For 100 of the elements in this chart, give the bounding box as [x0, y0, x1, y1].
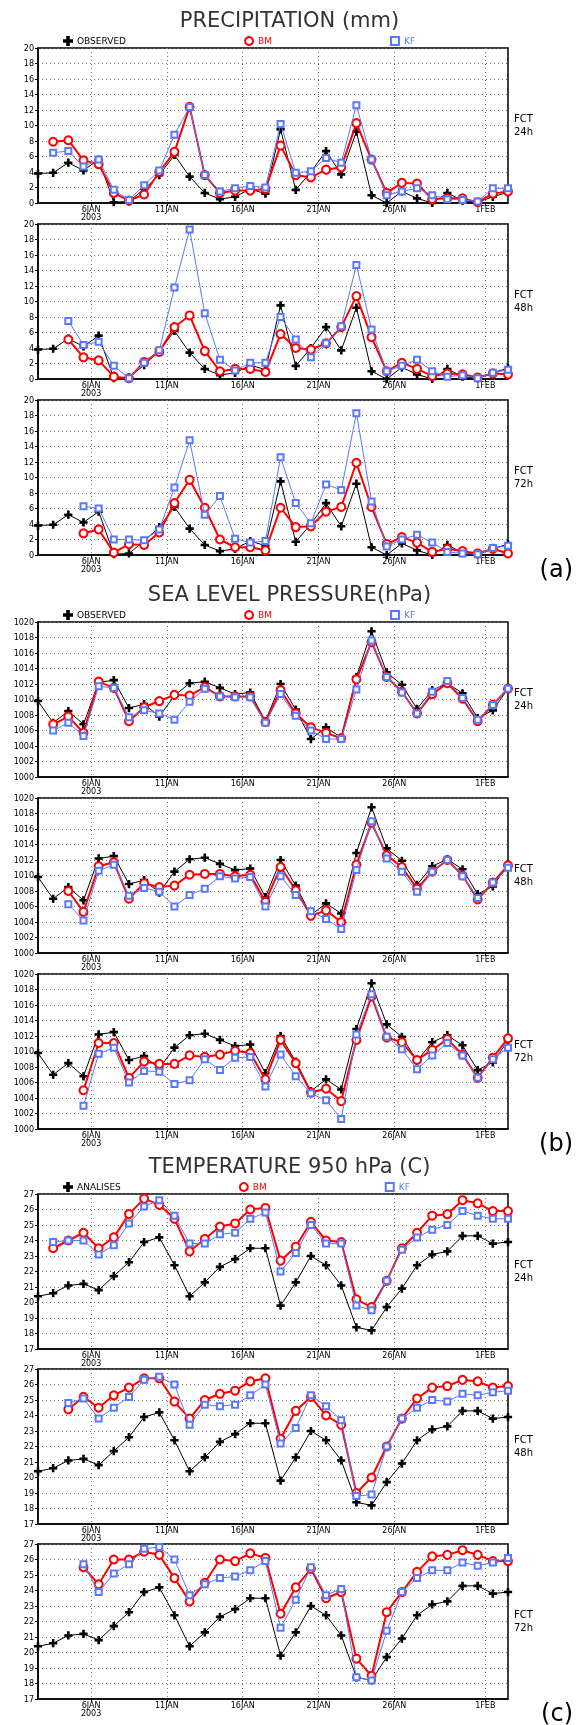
x-tick-label: 11JAN — [154, 1350, 179, 1360]
y-tick-label: 8 — [28, 312, 34, 322]
y-tick-label: 19 — [23, 1313, 34, 1323]
x-tick-label: 11JAN — [154, 954, 179, 964]
chart-title: TEMPERATURE 950 hPa (C) — [147, 1153, 431, 1178]
y-tick-label: 1006 — [13, 1078, 34, 1087]
y-tick-label: 18 — [23, 1329, 34, 1338]
y-tick-label: 1004 — [13, 741, 34, 751]
y-tick-label: 1010 — [13, 871, 34, 880]
y-tick-label: 1004 — [13, 917, 34, 927]
y-tick-label: 1008 — [13, 1062, 34, 1072]
y-tick-label: 17 — [23, 1694, 34, 1704]
y-tick-label: 1014 — [13, 840, 34, 849]
text: FCT 24h — [514, 686, 537, 711]
y-tick-label: 17 — [23, 1519, 34, 1529]
x-tick-label: 1FEB — [475, 556, 496, 566]
y-tick-label: 23 — [23, 1601, 34, 1611]
y-tick-label: 0 — [28, 550, 34, 560]
x-tick-label: 11JAN — [154, 556, 179, 566]
text: FCT 48h — [514, 288, 537, 313]
y-tick-label: 4 — [28, 343, 34, 353]
y-tick-label: 1016 — [13, 648, 34, 658]
y-tick-label: 2 — [28, 183, 34, 192]
x-tick-label: 1FEB — [475, 1130, 496, 1140]
text: FCT 72h — [514, 1608, 537, 1633]
x-tick-label: 21JAN — [306, 1525, 331, 1535]
y-tick-label: 27 — [23, 1364, 34, 1374]
x-tick-label: 1FEB — [475, 954, 496, 964]
x-tick-label: 6JAN 2003 — [80, 1525, 102, 1543]
y-tick-label: 4 — [28, 167, 34, 177]
y-tick-label: 0 — [28, 374, 34, 384]
y-tick-label: 19 — [23, 1663, 34, 1673]
y-tick-label: 14 — [23, 266, 34, 275]
y-tick-label: 16 — [23, 74, 34, 84]
x-tick-label: 16JAN — [230, 556, 255, 566]
y-tick-label: 22 — [23, 1442, 34, 1451]
y-tick-label: 1020 — [13, 617, 34, 627]
y-tick-label: 22 — [23, 1617, 34, 1626]
y-tick-label: 6 — [28, 504, 34, 513]
y-tick-label: 17 — [23, 1344, 34, 1354]
y-tick-label: 21 — [23, 1457, 34, 1467]
y-tick-label: 1012 — [13, 1031, 34, 1041]
y-tick-label: 12 — [23, 281, 34, 291]
y-tick-label: 20 — [23, 43, 34, 53]
x-tick-label: 6JAN 2003 — [80, 778, 102, 796]
y-tick-label: 1018 — [13, 985, 34, 994]
y-tick-label: 27 — [23, 1539, 34, 1549]
y-tick-label: 23 — [23, 1426, 34, 1436]
y-tick-label: 27 — [23, 1189, 34, 1199]
x-tick-label: 26JAN — [382, 556, 407, 566]
y-tick-label: 21 — [23, 1632, 34, 1642]
legend-label: KF — [398, 1182, 410, 1192]
y-tick-label: 20 — [23, 1648, 34, 1657]
x-tick-label: 6JAN 2003 — [80, 1130, 102, 1148]
x-tick-label: 1FEB — [475, 778, 496, 788]
y-tick-label: 24 — [23, 1411, 34, 1420]
x-tick-label: 1FEB — [475, 1525, 496, 1535]
x-tick-label: 16JAN — [230, 954, 255, 964]
y-tick-label: 1020 — [13, 969, 34, 979]
y-tick-label: 1004 — [13, 1093, 34, 1103]
y-tick-label: 24 — [23, 1236, 34, 1245]
x-tick-label: 21JAN — [306, 1350, 331, 1360]
y-tick-label: 8 — [28, 488, 34, 498]
y-tick-label: 10 — [23, 121, 34, 130]
y-tick-label: 6 — [28, 328, 34, 337]
y-tick-label: 2 — [28, 535, 34, 544]
y-tick-label: 1018 — [13, 633, 34, 642]
y-tick-label: 25 — [23, 1220, 34, 1230]
legend-label: BM — [258, 610, 272, 620]
text: FCT 72h — [514, 1038, 537, 1063]
y-tick-label: 1000 — [13, 1124, 34, 1134]
x-tick-label: 21JAN — [306, 380, 331, 390]
legend-label: ANALISES — [77, 1182, 122, 1192]
y-tick-label: 1020 — [13, 793, 34, 803]
x-tick-label: 1FEB — [475, 204, 496, 214]
text: FCT 48h — [514, 862, 537, 887]
y-tick-label: 12 — [23, 105, 34, 115]
text: FCT 24h — [514, 112, 537, 137]
x-tick-label: 11JAN — [154, 778, 179, 788]
chart-title: PRECIPITATION (mm) — [179, 7, 400, 32]
y-tick-label: 1016 — [13, 824, 34, 834]
x-tick-label: 6JAN 2003 — [80, 954, 102, 972]
y-tick-label: 20 — [23, 395, 34, 405]
x-tick-label: 16JAN — [230, 778, 255, 788]
y-tick-label: 6 — [28, 152, 34, 161]
x-tick-label: 16JAN — [230, 1350, 255, 1360]
x-tick-label: 21JAN — [306, 954, 331, 964]
legend-label: OBSERVED — [77, 36, 127, 46]
x-tick-label: 16JAN — [230, 380, 255, 390]
y-tick-label: 1008 — [13, 886, 34, 896]
x-tick-label: 6JAN 2003 — [80, 1700, 102, 1718]
y-tick-label: 1018 — [13, 809, 34, 818]
y-tick-label: 25 — [23, 1570, 34, 1580]
text: (b) — [539, 1129, 574, 1157]
y-tick-label: 22 — [23, 1267, 34, 1276]
y-tick-label: 0 — [28, 198, 34, 208]
x-tick-label: 26JAN — [382, 1130, 407, 1140]
y-tick-label: 18 — [23, 411, 34, 420]
y-tick-label: 18 — [23, 1504, 34, 1513]
y-tick-label: 1016 — [13, 1000, 34, 1010]
